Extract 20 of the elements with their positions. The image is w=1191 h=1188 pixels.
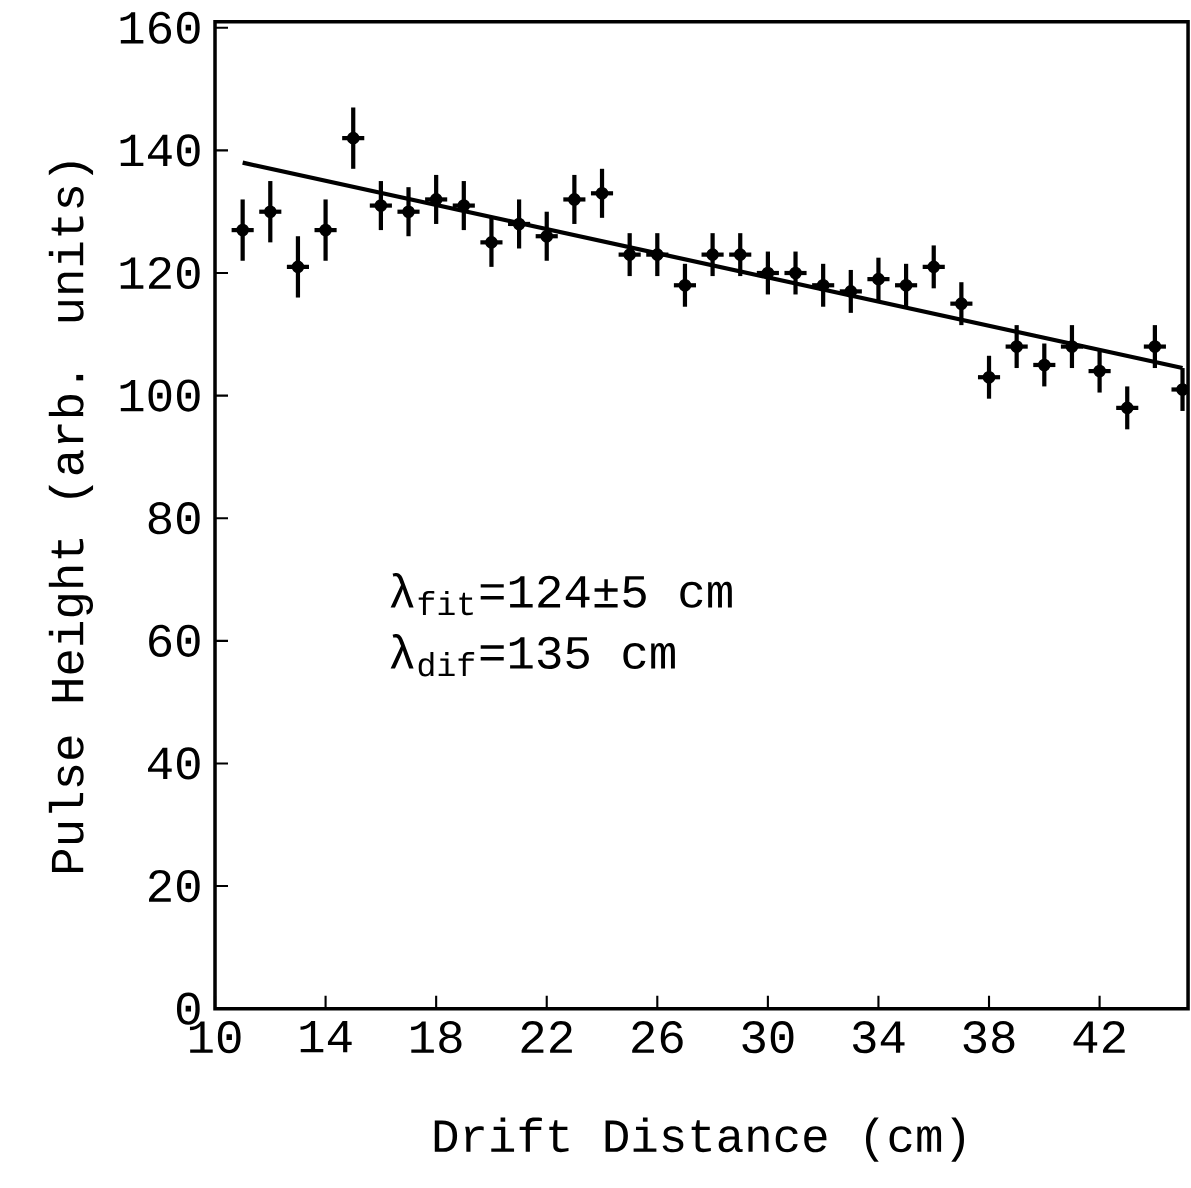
x-tick-label: 34 (852, 1021, 905, 1054)
y-tick-label: 20 (149, 870, 200, 903)
y-tick-label: 140 (120, 134, 200, 167)
y-tick-label: 40 (148, 747, 200, 780)
x-tick-label: 38 (963, 1021, 1015, 1054)
y-tick-label: 120 (120, 257, 200, 290)
x-tick-label: 42 (1073, 1021, 1125, 1053)
x-tick-label: 26 (632, 1021, 683, 1054)
x-tick-label: 30 (742, 1021, 794, 1054)
y-axis-title: Pulse Height (arb. units) (48, 162, 94, 873)
y-tick-label: 160 (120, 11, 200, 45)
annotation: λ$_{dif}$=135 cm (390, 634, 675, 677)
annotation: λ$_{fit}$=124±5 cm (390, 573, 732, 616)
y-tick-label: 100 (120, 379, 200, 412)
x-tick-label: 14 (300, 1021, 352, 1053)
y-tick-label: 60 (149, 624, 200, 658)
x-tick-label: 22 (521, 1021, 572, 1053)
x-tick-label: 18 (411, 1021, 462, 1054)
y-tick-label: 80 (148, 502, 200, 535)
x-axis-title: Drift Distance (cm) (434, 1117, 964, 1162)
